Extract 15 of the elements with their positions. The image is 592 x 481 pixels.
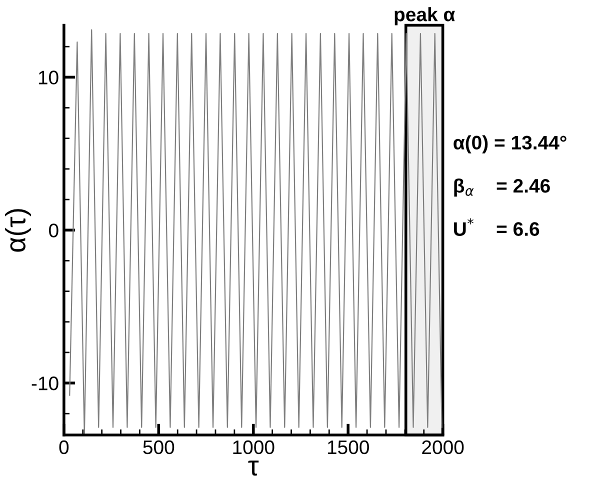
band-label: peak α [394,7,455,26]
x-tick-label: 1500 [328,440,369,454]
x-tick-label: 500 [143,440,174,454]
y-tick-label: -10 [32,376,58,390]
x-tick-label: 0 [59,440,69,454]
text: β$_{α}$ = 2.46 [454,178,550,197]
text: U$^{*}$ = 6.6 [454,218,540,236]
text: α(0) = 13.44° [454,135,566,154]
y-tick-label: 10 [38,70,58,84]
x-tick-label: 2000 [422,440,464,454]
x-axis-title: τ [248,460,259,476]
y-tick-label: 0 [49,224,58,238]
line-series [69,29,442,436]
y-axis-title: α(τ) [5,209,31,252]
x-tick-label: 1000 [233,440,274,454]
